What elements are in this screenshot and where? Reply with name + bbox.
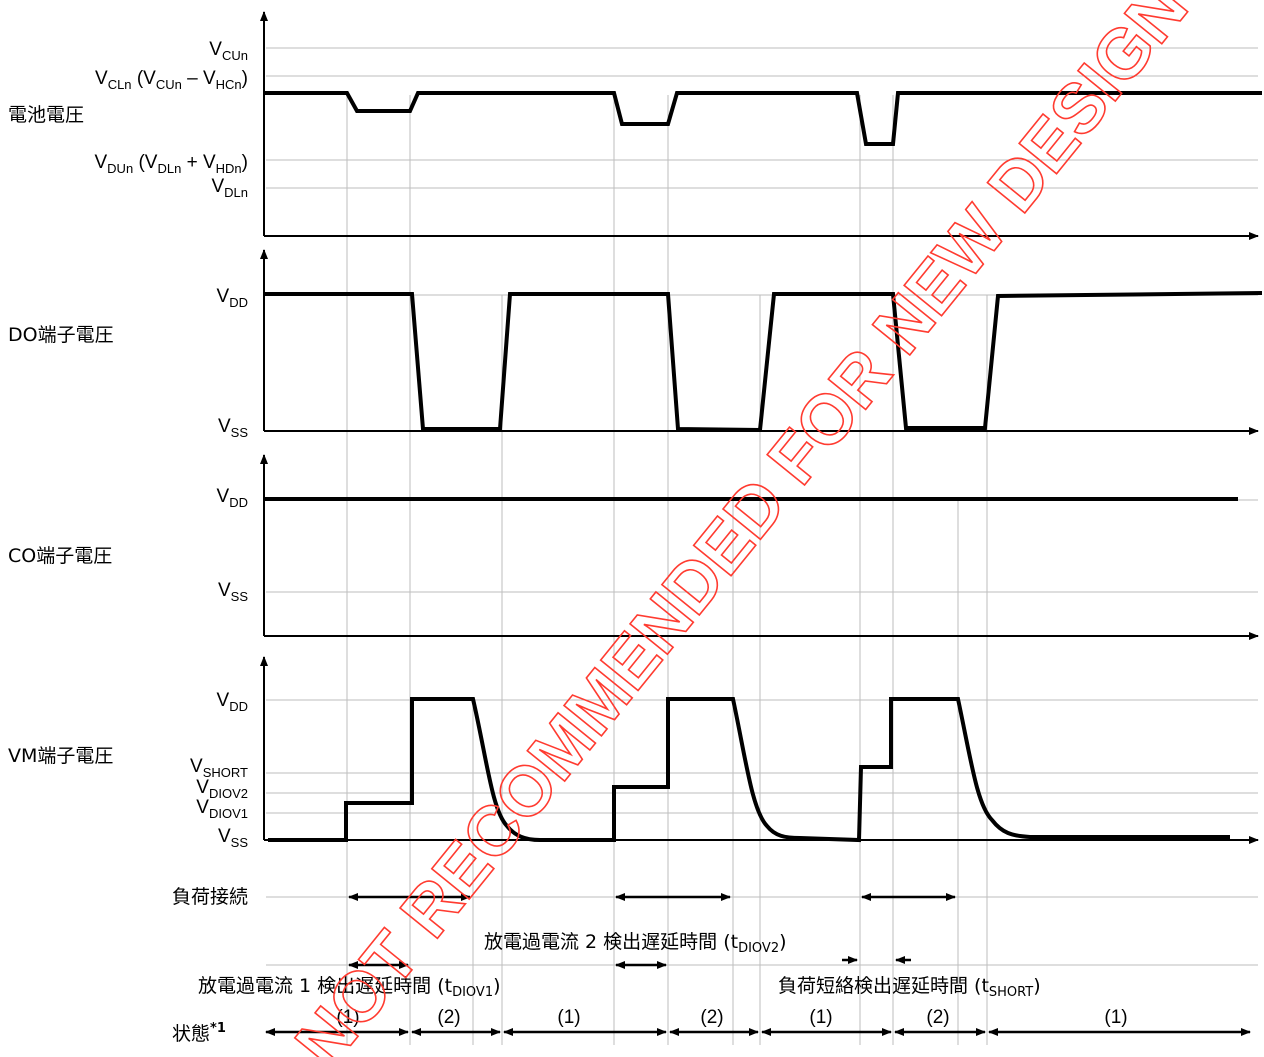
vcln-label: VCLn (VCUn – VHCn) [95, 68, 248, 92]
battery-voltage-waveform [264, 91, 1262, 146]
do-vss-label: VSS [218, 416, 248, 440]
co-vdd-label: VDD [217, 486, 248, 510]
vdiov2-label: VDIOV2 [196, 777, 248, 801]
state-label: 状態*1 [172, 1021, 226, 1045]
do-terminal-label: DO端子電圧 [8, 324, 114, 346]
vdun-label: VDUn (VDLn + VHDn) [94, 152, 248, 176]
vm-terminal-waveform [268, 697, 1230, 843]
state-2b: (2) [700, 1007, 723, 1028]
short-delay-label: 負荷短絡検出遅延時間 (tSHORT) [778, 975, 1041, 1000]
co-terminal-label: CO端子電圧 [8, 545, 112, 567]
load-connect-label: 負荷接続 [172, 886, 248, 908]
vdiov1-label: VDIOV1 [196, 797, 248, 821]
state-1c: (1) [809, 1007, 832, 1028]
state-1b: (1) [557, 1007, 580, 1028]
state-2a: (2) [437, 1007, 460, 1028]
vdln-label: VDLn [211, 176, 248, 200]
state-1d: (1) [1104, 1007, 1127, 1028]
vm-vdd-label: VDD [217, 690, 248, 714]
co-vss-label: VSS [218, 580, 248, 604]
vcun-label: VCUn [209, 39, 248, 63]
battery-voltage-label: 電池電圧 [8, 104, 84, 126]
diov1-delay-label: 放電過電流 1 検出遅延時間 (tDIOV1) [198, 975, 501, 1000]
vshort-label: VSHORT [190, 756, 248, 780]
state-2c: (2) [926, 1007, 949, 1028]
watermark: NOT RECOMMENDED FOR NEW DESIGN [280, 0, 1202, 1057]
diov2-delay-label: 放電過電流 2 検出遅延時間 (tDIOV2) [484, 931, 787, 956]
vm-vss-label: VSS [218, 826, 248, 850]
vm-terminal-label: VM端子電圧 [8, 745, 113, 767]
state-1a: (1) [336, 1007, 359, 1028]
do-vdd-label: VDD [217, 286, 248, 310]
do-terminal-waveform [264, 291, 1263, 433]
vertical-event-lines [346, 95, 988, 1045]
